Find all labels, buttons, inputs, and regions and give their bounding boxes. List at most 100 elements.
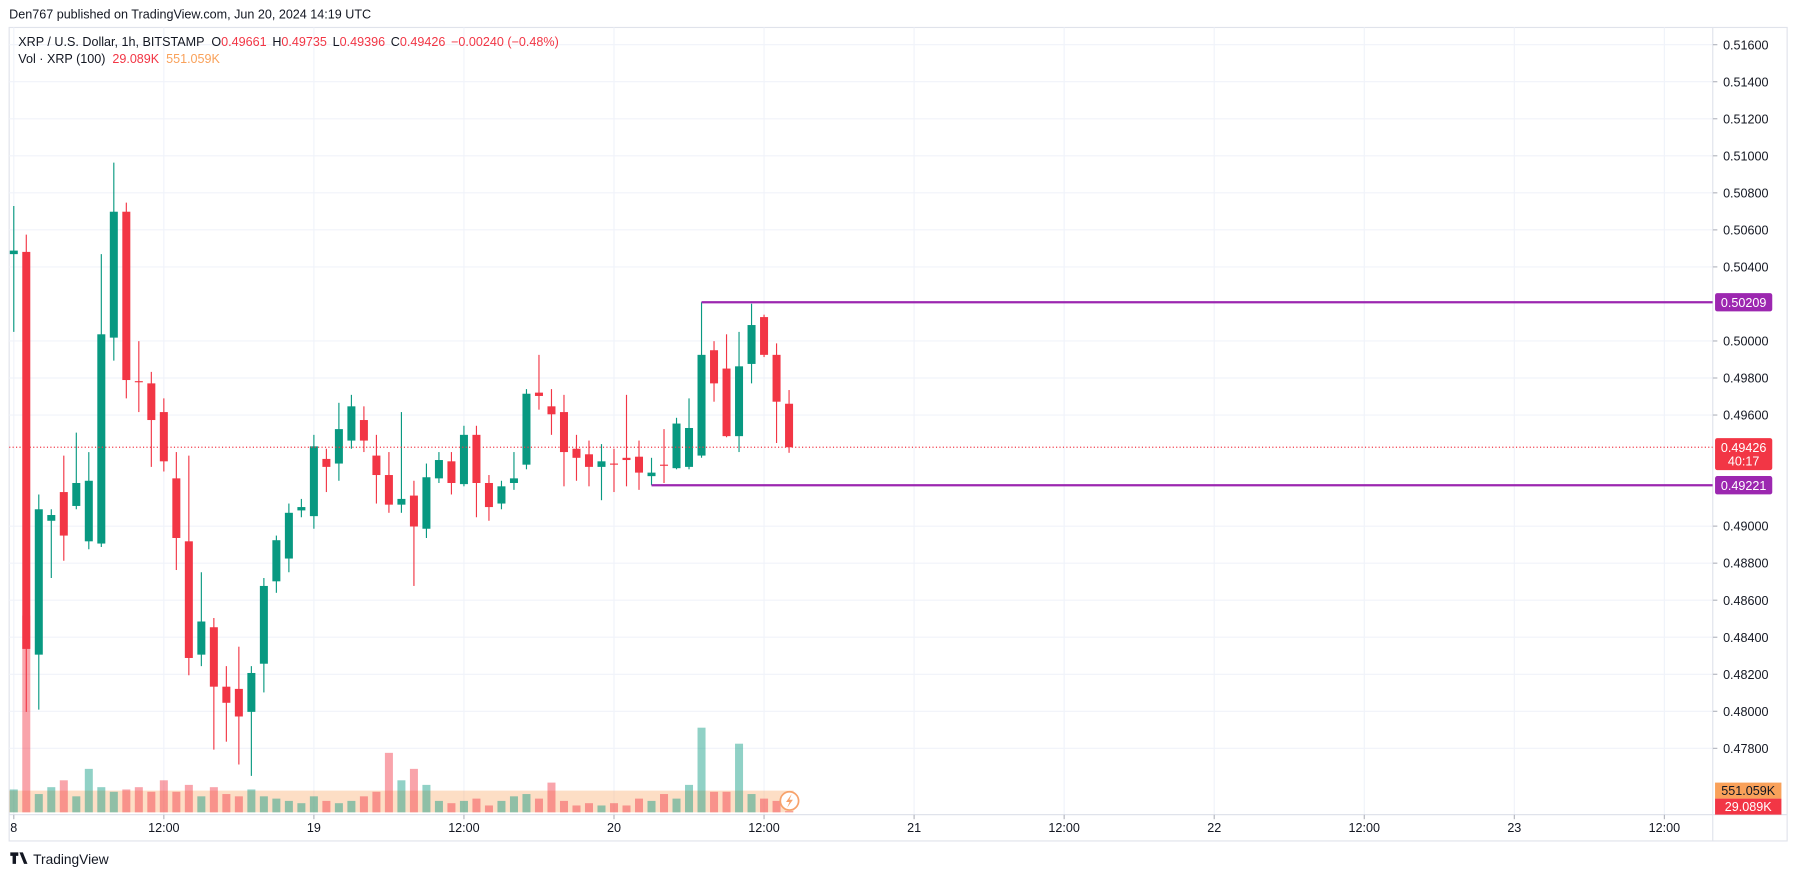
volume-bar bbox=[497, 800, 506, 813]
candle-body bbox=[172, 478, 181, 538]
volume-bar bbox=[760, 798, 769, 813]
candle-body bbox=[572, 448, 581, 458]
x-tick-label: 12:00 bbox=[748, 821, 779, 835]
volume-bar bbox=[534, 798, 543, 813]
legend-title: XRP / U.S. Dollar, 1h, BITSTAMP bbox=[18, 35, 204, 49]
volume-bar bbox=[422, 784, 431, 813]
candle-body bbox=[772, 354, 781, 402]
candle-body bbox=[84, 480, 93, 542]
candle-body bbox=[259, 585, 268, 664]
volume-bar bbox=[184, 784, 193, 813]
volume-bar bbox=[447, 803, 456, 813]
volume-title: Vol · XRP (100) bbox=[18, 52, 105, 66]
y-tick-label: 0.51400 bbox=[1723, 75, 1768, 89]
y-tick-label: 0.49800 bbox=[1723, 372, 1768, 386]
volume-bar bbox=[472, 798, 481, 813]
candle-body bbox=[622, 457, 631, 461]
volume-bar bbox=[597, 805, 606, 813]
y-tick-label: 0.48400 bbox=[1723, 631, 1768, 645]
legend-key: C bbox=[391, 35, 400, 49]
volume-bar bbox=[222, 794, 231, 813]
y-tick-label: 0.48000 bbox=[1723, 705, 1768, 719]
volume-bar bbox=[284, 800, 293, 813]
candle-body bbox=[384, 475, 393, 505]
volume-bar bbox=[459, 800, 468, 813]
logo: TradingView bbox=[10, 852, 109, 867]
volume-bar bbox=[722, 791, 731, 813]
volume-bar bbox=[547, 782, 556, 813]
x-tick-label: 20 bbox=[607, 821, 621, 835]
candle-body bbox=[322, 458, 331, 467]
x-tick-label: 8 bbox=[10, 821, 17, 835]
legend-main: XRP / U.S. Dollar, 1h, BITSTAMP O0.49661 H… bbox=[18, 35, 558, 49]
candle-body bbox=[47, 515, 56, 521]
x-tick-label: 12:00 bbox=[1349, 821, 1380, 835]
candle-body bbox=[34, 509, 43, 655]
legend: XRP / U.S. Dollar, 1h, BITSTAMP O0.49661 H… bbox=[18, 35, 558, 66]
candle-body bbox=[297, 507, 306, 511]
volume-bar bbox=[59, 780, 68, 813]
x-tick-label: 12:00 bbox=[1649, 821, 1680, 835]
volume-bar bbox=[172, 791, 181, 813]
candle-body bbox=[597, 461, 606, 467]
volume-bar bbox=[522, 794, 531, 813]
plot bbox=[9, 162, 1713, 813]
legend-key: O bbox=[211, 35, 221, 49]
volume-bar bbox=[660, 794, 669, 813]
volume-bar bbox=[559, 800, 568, 813]
volume-bar bbox=[197, 796, 206, 813]
volume-bar bbox=[234, 796, 243, 813]
y-tick-label: 0.50800 bbox=[1723, 186, 1768, 200]
candle-body bbox=[584, 454, 593, 467]
candle-body bbox=[9, 250, 18, 255]
legend-value: 0.49735 bbox=[281, 35, 326, 49]
legend-change: −0.00240 (−0.48%) bbox=[451, 35, 559, 49]
legend-key: H bbox=[272, 35, 281, 49]
volume-bar bbox=[72, 796, 81, 813]
candle-body bbox=[534, 392, 543, 396]
x-tick-label: 21 bbox=[907, 821, 921, 835]
volume-bar bbox=[9, 789, 18, 813]
replay-icon[interactable] bbox=[779, 790, 800, 811]
y-tick-label: 0.50400 bbox=[1723, 260, 1768, 274]
volume-bar bbox=[397, 780, 406, 813]
volume-bar bbox=[109, 791, 118, 813]
volume-bar bbox=[97, 787, 106, 813]
x-tick-label: 12:00 bbox=[448, 821, 479, 835]
y-tick-label: 0.51600 bbox=[1723, 38, 1768, 52]
volume-bar bbox=[647, 800, 656, 813]
candle-body bbox=[309, 446, 318, 517]
volume-bar bbox=[84, 768, 93, 813]
volume-bar bbox=[584, 803, 593, 813]
last-price-label: 0.49426 bbox=[1721, 441, 1766, 455]
volume-bar bbox=[785, 811, 794, 813]
candle-body bbox=[697, 354, 706, 456]
candle-body bbox=[660, 464, 669, 466]
volume-bar bbox=[509, 796, 518, 813]
candle-body bbox=[184, 541, 193, 658]
candle-body bbox=[647, 472, 656, 477]
candle-body bbox=[710, 350, 719, 384]
candle-body bbox=[497, 486, 506, 504]
x-tick-label: 19 bbox=[307, 821, 321, 835]
candle-body bbox=[509, 478, 518, 483]
candle-body bbox=[397, 498, 406, 505]
candle-body bbox=[284, 512, 293, 559]
candle-body bbox=[735, 366, 744, 437]
legend-key: L bbox=[333, 35, 340, 49]
footer: TradingView bbox=[33, 852, 109, 867]
x-tick-label: 23 bbox=[1507, 821, 1521, 835]
header: Den767 published on TradingView.com, Jun… bbox=[9, 7, 371, 21]
volume-bar bbox=[134, 787, 143, 813]
countdown: 40:17 bbox=[1728, 455, 1759, 469]
volume-bar bbox=[209, 787, 218, 813]
volume-bar bbox=[635, 798, 644, 813]
volume-bar bbox=[309, 796, 318, 813]
volume-bar bbox=[272, 798, 281, 813]
candle-body bbox=[635, 456, 644, 473]
volume-ma-band bbox=[9, 790, 794, 813]
candle-body bbox=[672, 423, 681, 469]
candle-body bbox=[59, 492, 68, 536]
level-label: 0.50209 bbox=[1721, 296, 1766, 310]
